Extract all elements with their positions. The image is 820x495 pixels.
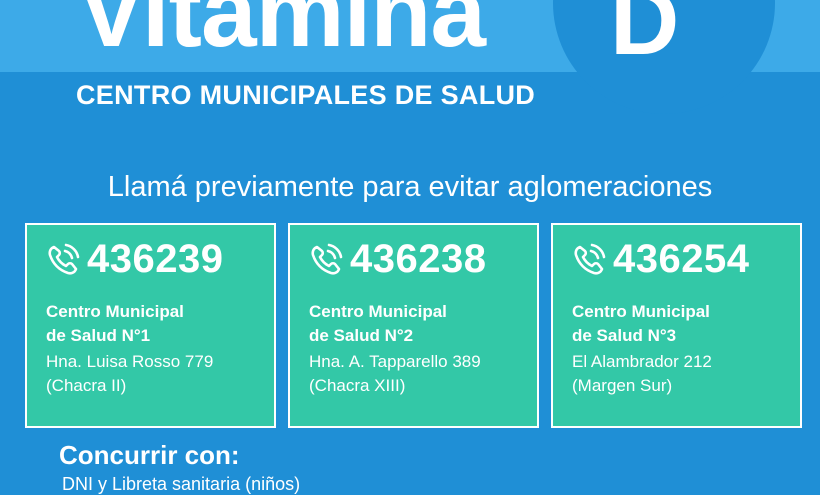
center-neighborhood: (Chacra XIII): [309, 376, 406, 395]
center-name-line1: Centro Municipal: [309, 302, 447, 321]
phone-number: 436254: [613, 237, 750, 281]
phone-row: 436238: [308, 237, 486, 282]
center-address: Hna. A. Tapparello 389: [309, 352, 481, 371]
center-name-line2: de Salud N°2: [309, 326, 414, 345]
phone-ringing-icon: [48, 243, 80, 275]
poster-subtitle: CENTRO MUNICIPALES DE SALUD: [76, 80, 536, 110]
center-address: El Alambrador 212: [572, 352, 712, 371]
phone-number: 436238: [350, 237, 487, 281]
center-neighborhood: (Chacra II): [46, 376, 127, 395]
poster-title: Vitamina: [78, 0, 486, 68]
phone-number: 436239: [87, 237, 224, 281]
center-name-line1: Centro Municipal: [572, 302, 710, 321]
phone-row: 436239: [45, 237, 223, 282]
health-center-card-2: 436238 Centro Municipal de Salud N°2 Hna…: [288, 223, 539, 428]
center-name-line2: de Salud N°3: [572, 326, 677, 345]
call-notice: Llamá previamente para evitar aglomeraci…: [107, 171, 713, 203]
health-center-card-1: 436239 Centro Municipal de Salud N°1 Hna…: [25, 223, 276, 428]
poster-letter: D: [610, 0, 680, 75]
phone-ringing-icon: [311, 243, 343, 275]
requirements-title: Concurrir con:: [59, 440, 240, 470]
health-center-card-3: 436254 Centro Municipal de Salud N°3 El …: [551, 223, 802, 428]
center-address: Hna. Luisa Rosso 779: [46, 352, 214, 371]
requirements-line: DNI y Libreta sanitaria (niños): [62, 474, 301, 494]
phone-row: 436254: [571, 237, 749, 282]
center-name-line1: Centro Municipal: [46, 302, 184, 321]
center-name-line2: de Salud N°1: [46, 326, 151, 345]
center-neighborhood: (Margen Sur): [572, 376, 673, 395]
phone-ringing-icon: [574, 243, 606, 275]
